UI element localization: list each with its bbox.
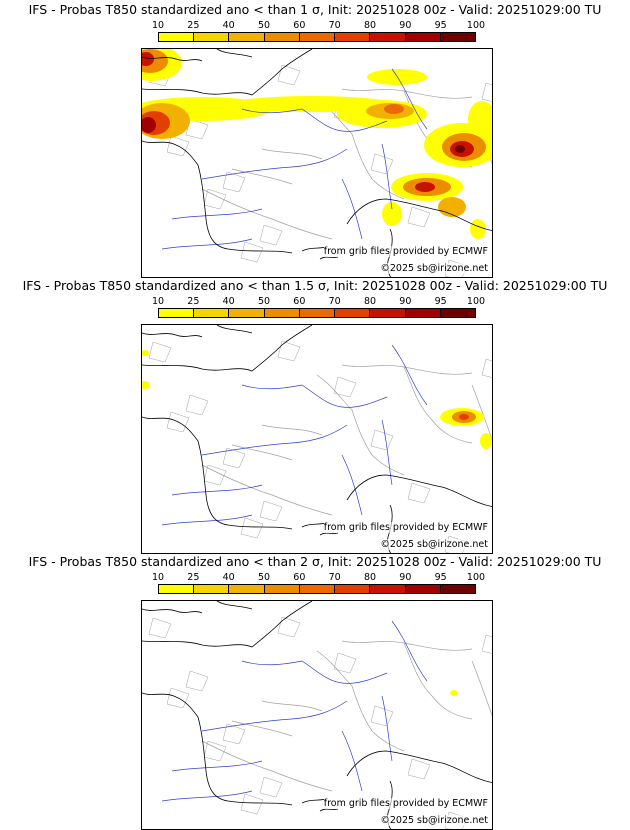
map-panel-2sigma: IFS - Probas T850 standardized ano < tha… <box>0 552 630 830</box>
colorbar-labels: 10 25 40 50 60 70 80 90 95 100 <box>152 572 485 584</box>
colorbar-segment <box>229 33 265 41</box>
colorbar-tick: 25 <box>187 572 200 583</box>
colorbar-labels: 10 25 40 50 60 70 80 90 95 100 <box>152 296 485 308</box>
colorbar-tick: 70 <box>328 296 341 307</box>
colorbar-tick: 25 <box>187 20 200 31</box>
colorbar-segment <box>335 585 371 593</box>
colorbar-tick: 40 <box>222 572 235 583</box>
colorbar-segment <box>159 585 195 593</box>
map-area: from grib files provided by ECMWF ©2025 … <box>141 324 493 554</box>
source-note: from grib files provided by ECMWF <box>323 798 488 809</box>
colorbar <box>158 32 476 42</box>
colorbar-tick: 90 <box>399 20 412 31</box>
colorbar-segment <box>194 585 230 593</box>
colorbar-tick: 100 <box>466 20 486 31</box>
copyright: ©2025 sb@irizone.net <box>380 539 488 550</box>
probability-field <box>450 690 458 696</box>
colorbar-tick: 80 <box>363 20 377 31</box>
colorbar-tick: 95 <box>434 572 447 583</box>
colorbar <box>158 308 476 318</box>
colorbar-segment <box>264 585 300 593</box>
panel-title: IFS - Probas T850 standardized ano < tha… <box>22 278 608 293</box>
colorbar-segment <box>229 585 265 593</box>
colorbar-segment <box>440 585 475 593</box>
colorbar-segment <box>440 33 475 41</box>
colorbar-segment <box>264 309 300 317</box>
map-panel-1-5sigma: IFS - Probas T850 standardized ano < tha… <box>0 276 630 554</box>
colorbar-tick: 40 <box>222 296 235 307</box>
source-note: from grib files provided by ECMWF <box>323 246 488 257</box>
colorbar-segment <box>299 585 336 593</box>
colorbar-segment <box>335 33 371 41</box>
probability-field <box>142 350 492 449</box>
colorbar-segment <box>229 309 265 317</box>
panel-title: IFS - Probas T850 standardized ano < tha… <box>28 554 602 569</box>
colorbar-segment <box>194 309 230 317</box>
colorbar-tick: 95 <box>434 296 447 307</box>
colorbar-segment <box>440 309 475 317</box>
base-map <box>148 340 492 553</box>
colorbar-segment <box>159 33 195 41</box>
colorbar-tick: 95 <box>434 20 447 31</box>
colorbar-tick: 90 <box>399 296 412 307</box>
panel-title: IFS - Probas T850 standardized ano < tha… <box>28 2 602 17</box>
colorbar-segment <box>370 585 406 593</box>
colorbar-segment <box>264 33 300 41</box>
colorbar-segment <box>405 33 441 41</box>
colorbar-segment <box>405 309 441 317</box>
copyright: ©2025 sb@irizone.net <box>380 263 488 274</box>
colorbar-segment <box>370 309 406 317</box>
colorbar-segment <box>194 33 230 41</box>
colorbar-tick: 70 <box>328 572 341 583</box>
map-panel-1sigma: IFS - Probas T850 standardized ano < tha… <box>0 0 630 278</box>
colorbar-segment <box>335 309 371 317</box>
colorbar-tick: 10 <box>151 20 165 31</box>
copyright: ©2025 sb@irizone.net <box>380 815 488 826</box>
colorbar-tick: 50 <box>257 296 271 307</box>
colorbar-tick: 60 <box>293 296 306 307</box>
colorbar-tick: 50 <box>257 572 271 583</box>
colorbar-segment <box>405 585 441 593</box>
colorbar-segment <box>370 33 406 41</box>
colorbar-tick: 80 <box>363 572 377 583</box>
map-area: from grib files provided by ECMWF ©2025 … <box>141 600 493 830</box>
colorbar-tick: 80 <box>363 296 377 307</box>
colorbar-tick: 40 <box>222 20 235 31</box>
colorbar-tick: 50 <box>257 20 271 31</box>
map-svg <box>142 49 492 277</box>
map-overlay <box>142 325 492 553</box>
colorbar <box>158 584 476 594</box>
colorbar-tick: 25 <box>187 296 200 307</box>
map-svg <box>142 601 492 829</box>
map-svg <box>142 325 492 553</box>
base-map <box>148 616 492 829</box>
colorbar-tick: 60 <box>293 20 306 31</box>
colorbar-labels: 10 25 40 50 60 70 80 90 95 100 <box>152 20 485 32</box>
colorbar-segment <box>159 309 195 317</box>
colorbar-tick: 10 <box>151 296 165 307</box>
colorbar-tick: 90 <box>399 572 412 583</box>
colorbar-segment <box>299 33 336 41</box>
colorbar-tick: 10 <box>151 572 165 583</box>
map-overlay <box>142 49 492 277</box>
map-area: from grib files provided by ECMWF ©2025 … <box>141 48 493 278</box>
source-note: from grib files provided by ECMWF <box>323 522 488 533</box>
colorbar-tick: 60 <box>293 572 306 583</box>
colorbar-tick: 100 <box>466 296 486 307</box>
colorbar-tick: 70 <box>328 20 341 31</box>
colorbar-segment <box>299 309 336 317</box>
colorbar-tick: 100 <box>466 572 486 583</box>
probability-field <box>142 49 492 239</box>
map-overlay <box>142 601 492 829</box>
